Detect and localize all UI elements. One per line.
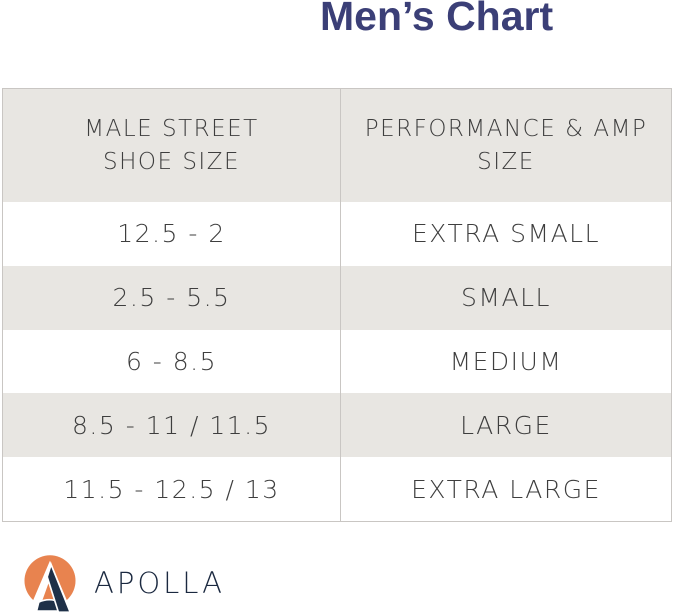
table-header-row: MALE STREET SHOE SIZE PERFORMANCE & AMP … <box>3 89 671 202</box>
garment-size-cell: EXTRA LARGE <box>411 474 601 504</box>
header-cell-shoe-size: MALE STREET SHOE SIZE <box>3 89 341 202</box>
header-line: SHOE SIZE <box>102 148 240 175</box>
header-line: SIZE <box>477 148 535 175</box>
header-line: MALE STREET <box>84 115 259 142</box>
size-chart-table: MALE STREET SHOE SIZE PERFORMANCE & AMP … <box>2 88 672 522</box>
page-title: Men’s Chart <box>320 0 554 39</box>
garment-size-cell: MEDIUM <box>449 346 563 376</box>
shoe-size-cell: 2.5 - 5.5 <box>3 265 341 330</box>
table-row: 12.5 - 2 EXTRA SMALL <box>3 202 671 266</box>
table-row: 2.5 - 5.5 SMALL <box>3 265 671 330</box>
table-row: 6 - 8.5 MEDIUM <box>3 329 671 394</box>
table-row: 11.5 - 12.5 / 13 EXTRA LARGE <box>3 457 671 521</box>
brand-name: APOLLA <box>94 566 225 600</box>
garment-size-cell: LARGE <box>460 410 552 440</box>
header-line: PERFORMANCE & AMP <box>364 115 648 142</box>
garment-size-cell: EXTRA SMALL <box>411 219 601 249</box>
table-row: 8.5 - 11 / 11.5 LARGE <box>3 393 671 458</box>
shoe-size-cell: 8.5 - 11 / 11.5 <box>3 393 341 458</box>
brand-logo: APOLLA <box>20 555 225 615</box>
header-cell-performance-size: PERFORMANCE & AMP SIZE <box>341 89 671 202</box>
shoe-size-cell: 11.5 - 12.5 / 13 <box>3 457 341 521</box>
apolla-logo-icon <box>20 555 80 615</box>
shoe-size-cell: 12.5 - 2 <box>3 202 341 266</box>
garment-size-cell: SMALL <box>461 283 551 313</box>
shoe-size-cell: 6 - 8.5 <box>3 329 341 394</box>
